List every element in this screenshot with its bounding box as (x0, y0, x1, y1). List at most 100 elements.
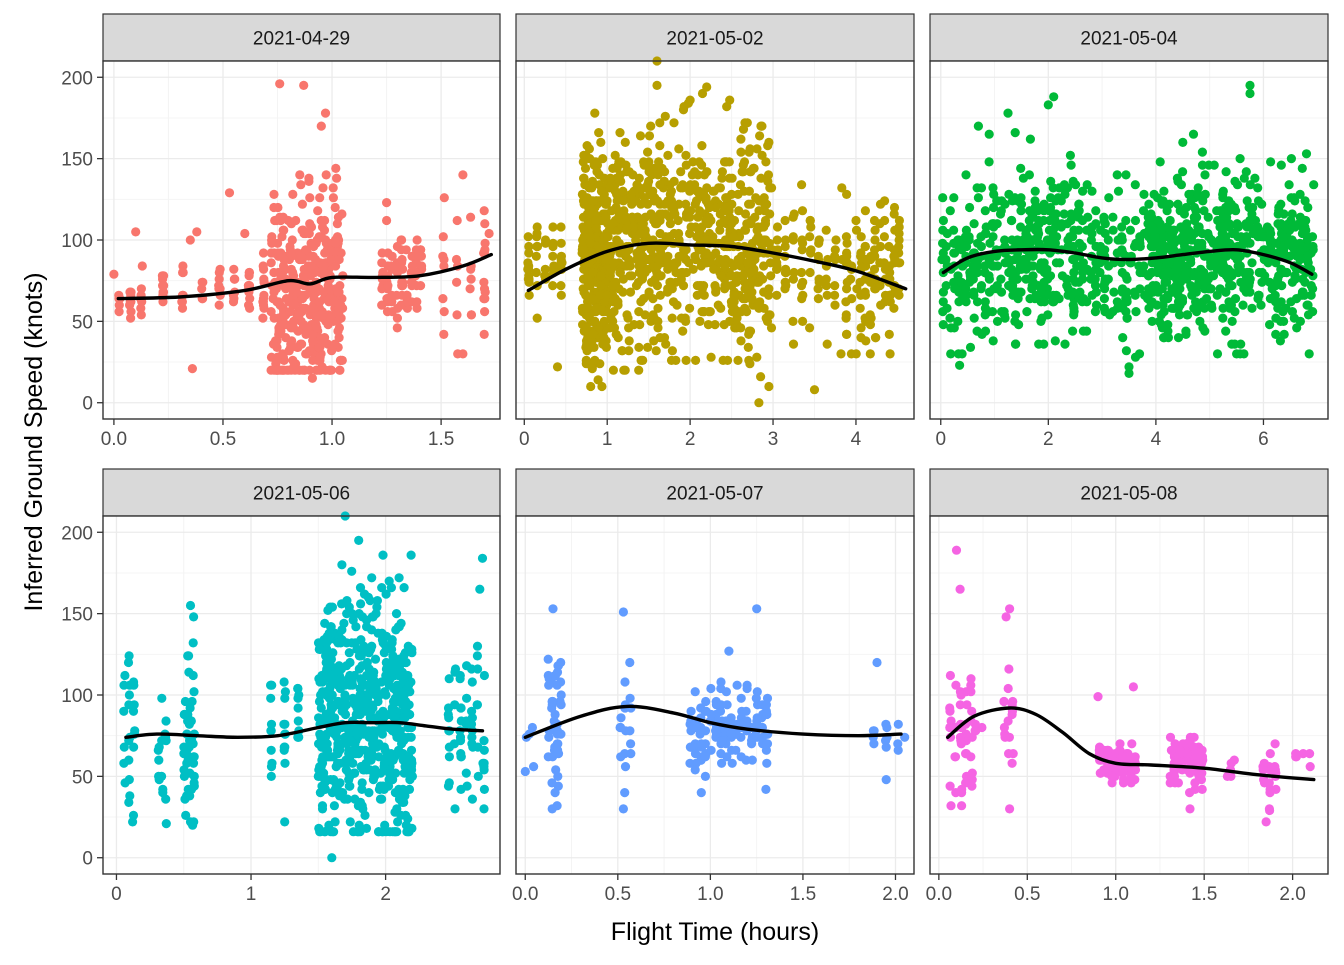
data-point (547, 696, 557, 707)
data-point (1156, 310, 1166, 320)
data-point (596, 271, 606, 281)
data-point (1028, 251, 1038, 261)
data-point (663, 150, 673, 160)
data-point (674, 144, 684, 154)
data-point (556, 238, 566, 248)
data-point (1305, 762, 1315, 772)
data-point (638, 251, 648, 261)
data-point (690, 749, 701, 759)
panel-border (515, 60, 915, 420)
smooth-trend-line (124, 720, 485, 740)
data-point (945, 722, 955, 733)
data-point (1051, 290, 1061, 300)
data-point (759, 235, 770, 245)
data-point (700, 771, 711, 782)
facet-1: 2021-04-29 0.0 0.5 1.0 1.5 0 50 100 150 200 (61, 13, 501, 450)
data-point (1227, 339, 1237, 349)
data-point (587, 364, 597, 374)
data-point (579, 173, 589, 183)
data-point (280, 719, 290, 729)
data-point (894, 241, 904, 252)
data-point (984, 157, 994, 167)
data-point (593, 375, 603, 385)
data-point (855, 277, 865, 287)
data-point (591, 215, 601, 226)
data-point (966, 680, 976, 690)
data-point (699, 307, 709, 317)
data-point (950, 752, 960, 762)
data-point (1284, 180, 1294, 190)
data-point (678, 105, 689, 115)
data-point (1022, 232, 1032, 242)
data-point (660, 111, 670, 121)
data-point (1126, 771, 1136, 782)
data-point (1100, 219, 1110, 229)
data-point (1129, 287, 1140, 297)
data-point (1010, 193, 1020, 203)
facet-strip (102, 13, 501, 62)
data-point (754, 206, 764, 216)
data-point (479, 804, 489, 814)
data-point (1128, 682, 1138, 692)
data-point (315, 193, 325, 203)
data-point (308, 303, 318, 313)
data-point (876, 300, 886, 310)
data-point (1190, 215, 1200, 226)
data-point (670, 258, 680, 268)
data-point (1247, 258, 1257, 268)
data-point (1102, 745, 1112, 755)
data-point (759, 193, 769, 203)
data-point (1005, 604, 1015, 614)
data-point (956, 277, 967, 287)
data-point (1284, 238, 1294, 248)
data-point (1134, 261, 1144, 271)
data-point (439, 329, 449, 339)
data-point (215, 264, 225, 274)
data-point (296, 251, 306, 261)
data-point (678, 267, 688, 278)
data-point (685, 303, 695, 313)
data-point (1239, 349, 1249, 359)
data-point (590, 355, 600, 365)
data-point (472, 651, 482, 661)
data-point (1059, 209, 1069, 219)
data-point (1253, 222, 1263, 232)
facet-strip-label: 2021-05-06 (253, 484, 350, 505)
x-tick-label: 0.5 (210, 429, 236, 450)
data-point (992, 261, 1003, 271)
data-point (1066, 160, 1076, 170)
data-point (999, 307, 1009, 317)
data-point (1071, 180, 1081, 190)
data-point (258, 248, 269, 258)
data-point (1108, 307, 1118, 317)
data-point (949, 193, 959, 203)
data-point (1003, 108, 1013, 118)
data-point (524, 290, 534, 300)
data-point (180, 696, 190, 707)
data-point (618, 804, 629, 814)
data-point (588, 267, 598, 278)
data-point (552, 739, 562, 749)
data-point (400, 713, 410, 723)
data-point (484, 228, 494, 239)
data-point (651, 346, 661, 356)
data-point (1182, 310, 1192, 320)
data-point (987, 307, 998, 317)
data-point (1265, 788, 1275, 798)
data-point (744, 147, 754, 157)
data-point (393, 303, 403, 313)
data-point (374, 752, 384, 762)
data-point (378, 267, 388, 278)
data-point (1257, 199, 1267, 209)
data-point (1233, 261, 1243, 271)
data-point (158, 788, 168, 798)
x-tick-label: 6 (1258, 429, 1269, 450)
data-point (742, 680, 752, 690)
x-tick-label: 0.5 (605, 884, 631, 905)
x-tick-label: 1.0 (697, 884, 723, 905)
data-point (240, 228, 250, 239)
data-point (678, 326, 688, 336)
data-point (732, 680, 742, 690)
data-point (1099, 303, 1109, 313)
data-point (367, 612, 377, 622)
